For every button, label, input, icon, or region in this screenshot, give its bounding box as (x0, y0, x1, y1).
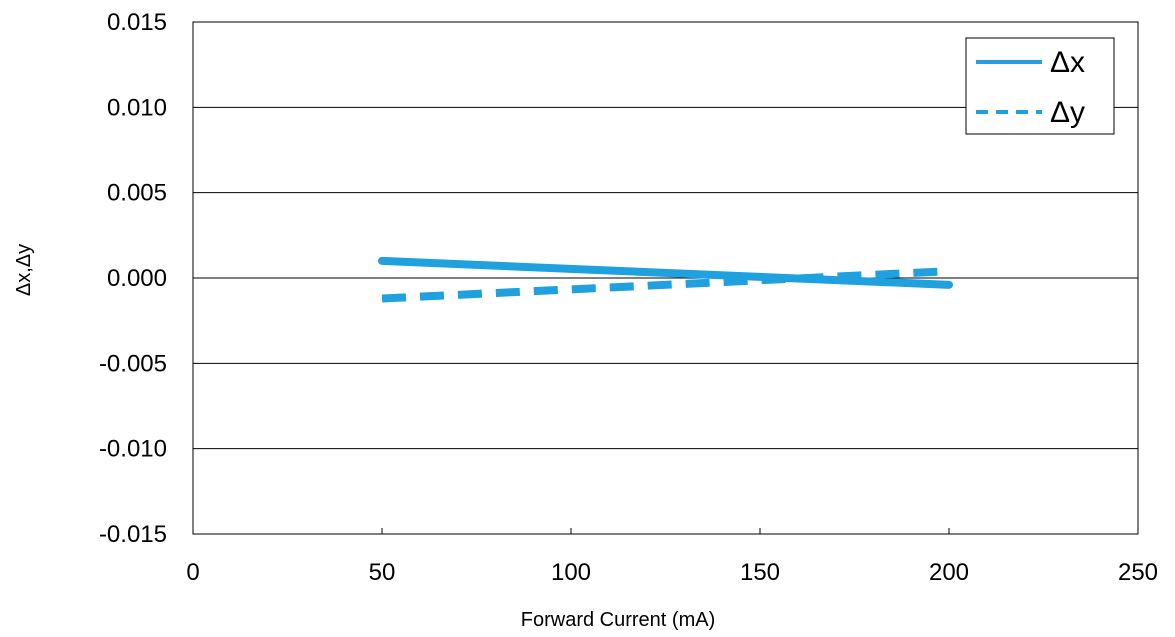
legend-label-dy: Δy (1050, 96, 1085, 129)
x-tick-marks (192, 528, 1139, 534)
y-tick-label: 0.005 (107, 180, 167, 207)
y-tick-label: 0.015 (107, 9, 167, 36)
x-tick-label: 200 (929, 559, 969, 586)
legend-box (965, 37, 1115, 135)
legend: Δx Δy (965, 37, 1115, 135)
x-tick-label: 150 (740, 559, 780, 586)
y-axis-label: Δx,Δy (13, 244, 35, 296)
series-line-dx (378, 256, 953, 289)
x-axis-label: Forward Current (mA) (521, 609, 715, 631)
y-tick-label: -0.015 (99, 521, 167, 548)
y-tick-label: 0.010 (107, 94, 167, 121)
x-tick-label: 100 (551, 559, 591, 586)
x-tick-labels: 0 50 100 150 200 250 (186, 559, 1158, 586)
y-tick-label: -0.005 (99, 350, 167, 377)
legend-label-dx: Δx (1050, 46, 1085, 79)
series-lines (378, 256, 953, 303)
x-tick-label: 50 (369, 559, 396, 586)
series-line-dy (381, 267, 950, 303)
y-tick-label: -0.010 (99, 436, 167, 463)
x-tick-label: 0 (186, 559, 199, 586)
y-tick-labels: 0.015 0.010 0.005 0.000 -0.005 -0.010 -0.015 (99, 9, 167, 548)
y-tick-label: 0.000 (107, 265, 167, 292)
x-tick-label: 250 (1118, 559, 1158, 586)
